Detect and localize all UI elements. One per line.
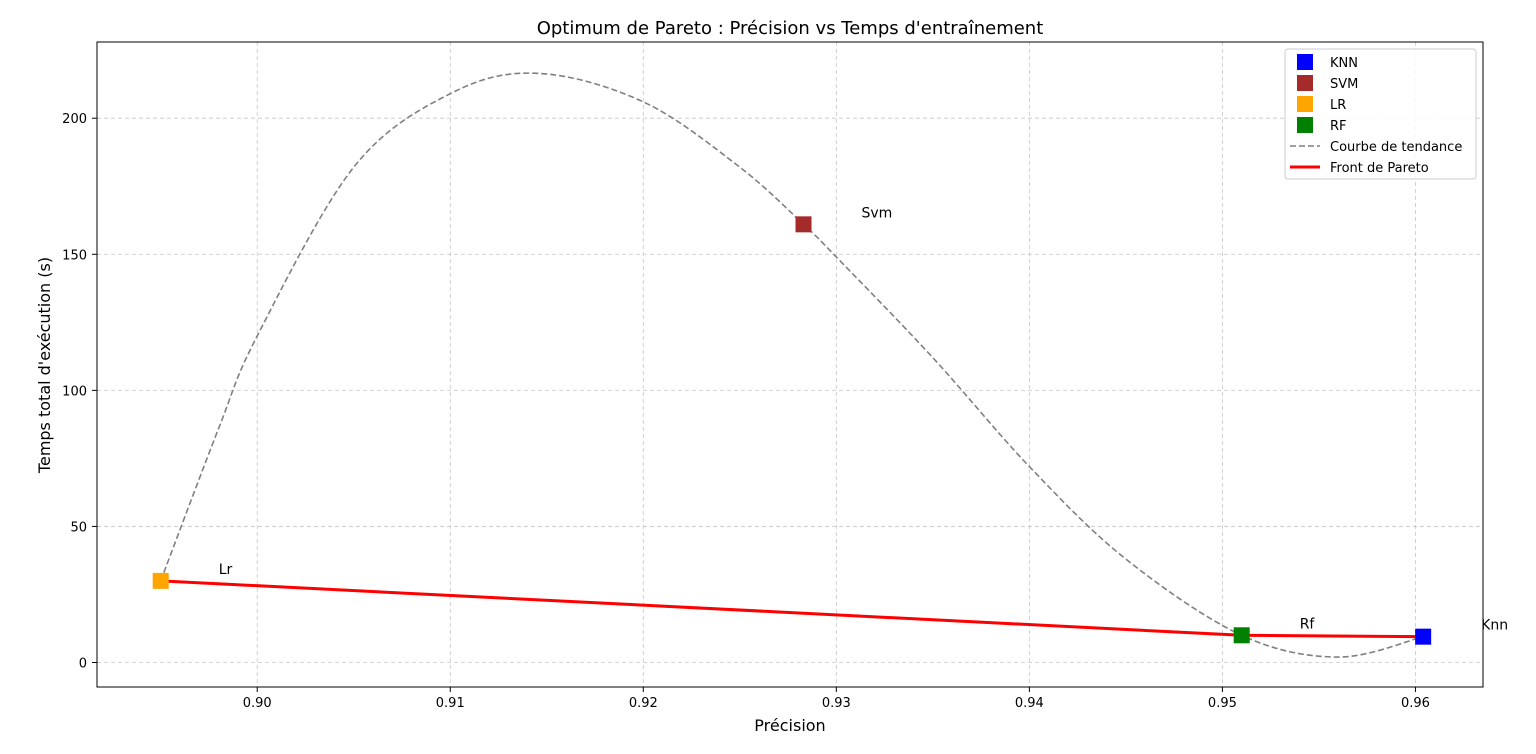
x-tick-label: 0.90 (243, 696, 272, 711)
legend-marker-lr (1297, 96, 1313, 112)
trend-curve-line (159, 72, 1424, 658)
x-tick-label: 0.93 (822, 696, 851, 711)
legend-label-pareto: Front de Pareto (1330, 161, 1429, 176)
y-tick-label: 50 (70, 520, 87, 535)
legend-label-rf: RF (1330, 119, 1347, 134)
marker-knn (1415, 628, 1432, 645)
legend-label-trend: Courbe de tendance (1330, 140, 1462, 155)
x-axis-label: Précision (754, 716, 825, 735)
x-tick-label: 0.96 (1401, 696, 1430, 711)
annotation-lr: Lr (219, 562, 233, 578)
data-markers (152, 216, 1432, 645)
legend-box (1284, 48, 1477, 180)
legend-marker-rf (1297, 117, 1313, 133)
x-tick-label: 0.95 (1208, 696, 1237, 711)
data-annotations: Knn Svm Lr Rf (219, 205, 1508, 633)
plot-frame (96, 41, 1484, 688)
chart-lines (159, 72, 1424, 658)
legend: KNN SVM LR RF Courbe de tendance Front de Par… (1284, 48, 1477, 180)
marker-rf (1233, 627, 1250, 644)
legend-marker-knn (1297, 54, 1313, 70)
y-tick-label: 100 (62, 384, 87, 399)
x-tick-label: 0.91 (436, 696, 465, 711)
annotation-rf: Rf (1300, 616, 1316, 632)
x-tick-label: 0.92 (629, 696, 658, 711)
y-tick-label: 200 (62, 112, 87, 127)
axis-ticks: 0.90 0.91 0.92 0.93 0.94 0.95 0.96 0 50 100 150 200 (62, 112, 1430, 711)
marker-lr (152, 572, 169, 589)
marker-svm (795, 216, 812, 233)
y-tick-label: 150 (62, 248, 87, 263)
legend-label-lr: LR (1330, 98, 1346, 113)
y-tick-label: 0 (79, 657, 87, 672)
y-axis-label: Temps total d'exécution (s) (35, 257, 54, 474)
legend-label-knn: KNN (1330, 56, 1358, 71)
x-tick-label: 0.94 (1015, 696, 1044, 711)
legend-label-svm: SVM (1330, 77, 1358, 92)
legend-marker-svm (1297, 75, 1313, 91)
annotation-knn: Knn (1481, 618, 1508, 634)
chart-title: Optimum de Pareto : Précision vs Temps d… (537, 18, 1044, 39)
grid-lines (97, 42, 1483, 687)
annotation-svm: Svm (862, 205, 893, 221)
